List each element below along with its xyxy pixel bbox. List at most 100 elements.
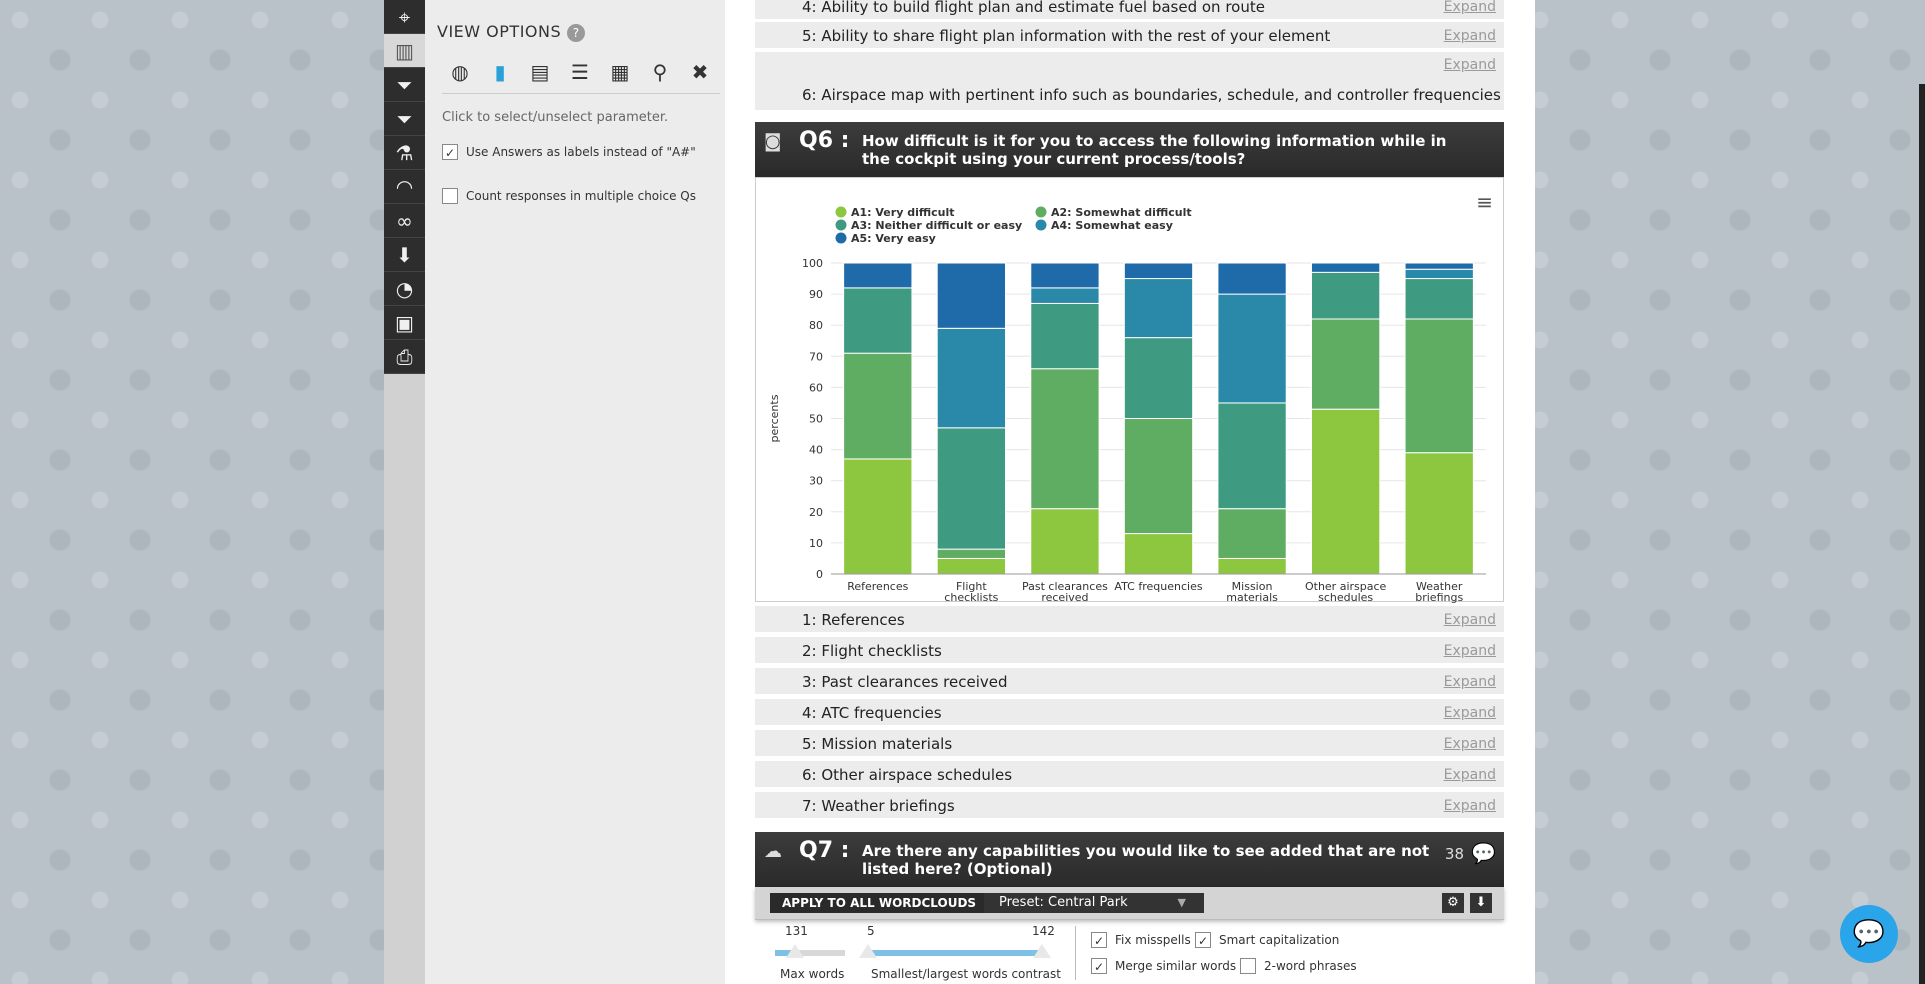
chart-icon[interactable]: ▥ xyxy=(384,34,425,68)
x-tick-label: References xyxy=(847,580,908,593)
speedometer-icon[interactable]: ◔ xyxy=(384,272,425,306)
bar-segment xyxy=(1030,287,1100,304)
chat-icon[interactable]: 💬 xyxy=(1840,905,1898,963)
bar-segment xyxy=(936,548,1007,559)
max-words-slider-handle[interactable] xyxy=(785,944,804,958)
expand-link[interactable]: Expand xyxy=(1443,643,1496,659)
use-answers-option[interactable]: ✓ Use Answers as labels instead of "A#" xyxy=(442,144,696,160)
bar-segment xyxy=(1123,278,1194,339)
bar-segment xyxy=(1030,508,1100,575)
gear-icon[interactable]: ⚙ xyxy=(1442,893,1464,913)
download-icon[interactable]: ⬇ xyxy=(384,238,425,272)
link-icon[interactable]: ∞ xyxy=(384,204,425,238)
x-tick-label: received xyxy=(1041,591,1088,603)
x-tick-label: briefings xyxy=(1415,591,1463,603)
use-answers-label: Use Answers as labels instead of "A#" xyxy=(466,145,696,159)
list-item[interactable]: 4: ATC frequencies Expand xyxy=(755,699,1504,727)
table-icon[interactable]: ▦ xyxy=(610,60,630,84)
contrast-max-value: 142 xyxy=(1032,924,1055,938)
contrast-slider-max-handle[interactable] xyxy=(1033,944,1051,958)
expand-link[interactable]: Expand xyxy=(1443,798,1496,814)
bar-segment xyxy=(936,427,1007,550)
chevron-down-icon: ▼ xyxy=(1177,896,1186,909)
crosshair-icon[interactable]: ⌖ xyxy=(384,0,425,34)
chart-canvas: 0 10 20 30 40 50 60 70 80 90 100 percents A1: Very d… xyxy=(768,206,1486,603)
hamburger-menu-icon[interactable]: ≡ xyxy=(1476,190,1493,214)
y-tick-label: 40 xyxy=(809,444,823,457)
fix-misspells-option[interactable]: ✓ Fix misspells xyxy=(1091,932,1191,948)
merge-similar-option[interactable]: ✓ Merge similar words xyxy=(1091,958,1236,974)
fix-misspells-checkbox[interactable]: ✓ xyxy=(1091,932,1107,948)
help-icon[interactable]: ? xyxy=(567,23,586,42)
filter-comment-icon[interactable]: ⏷ xyxy=(384,102,425,136)
expand-link[interactable]: Expand xyxy=(1443,28,1496,44)
list-item[interactable]: 3: Past clearances received Expand xyxy=(755,668,1504,696)
print-icon[interactable]: ⎙ xyxy=(384,340,425,374)
smart-cap-option[interactable]: ✓ Smart capitalization xyxy=(1195,932,1339,948)
list-item[interactable]: 7: Weather briefings Expand xyxy=(755,792,1504,820)
bar-segment xyxy=(1404,278,1474,320)
contrast-min-value: 5 xyxy=(867,924,875,938)
legend-label: A4: Somewhat easy xyxy=(1051,219,1173,232)
x-tick-label: ATC frequencies xyxy=(1114,580,1202,593)
list-item[interactable]: 5: Mission materials Expand xyxy=(755,730,1504,758)
use-answers-checkbox[interactable]: ✓ xyxy=(442,144,458,160)
count-multiple-option[interactable]: Count responses in multiple choice Qs xyxy=(442,188,696,204)
list-item[interactable]: 4: Ability to build flight plan and esti… xyxy=(755,0,1504,21)
max-words-slider[interactable] xyxy=(775,950,845,956)
bar-chart-icon[interactable]: ▮ xyxy=(494,60,506,84)
two-word-option[interactable]: 2-word phrases xyxy=(1240,958,1357,974)
scrollbar[interactable] xyxy=(1919,84,1925,984)
speech-bubble-icon[interactable]: 💬 xyxy=(1471,841,1496,865)
bar-segment xyxy=(843,287,913,354)
expand-link[interactable]: Expand xyxy=(1443,0,1496,15)
apply-all-button[interactable]: APPLY TO ALL WORDCLOUDS xyxy=(770,893,989,913)
q6-header: ◙ Q6 : How difficult is it for you to ac… xyxy=(755,122,1504,177)
bar-segment xyxy=(1123,533,1194,575)
merge-similar-label: Merge similar words xyxy=(1115,959,1237,973)
two-word-checkbox[interactable] xyxy=(1240,958,1256,974)
horizontal-bar-icon[interactable]: ☰ xyxy=(571,60,589,84)
donut-chart-icon[interactable]: ◍ xyxy=(451,60,469,84)
microscope-icon[interactable]: ⚗ xyxy=(384,136,425,170)
expand-link[interactable]: Expand xyxy=(1443,705,1496,721)
y-tick-label: 80 xyxy=(809,319,823,332)
contrast-slider-min-handle[interactable] xyxy=(859,944,877,958)
y-tick-label: 60 xyxy=(809,381,823,394)
expand-link[interactable]: Expand xyxy=(1443,767,1496,783)
row-label: 3: Past clearances received xyxy=(802,673,1008,691)
bar-segment xyxy=(1123,418,1194,535)
list-item[interactable]: 6: Other airspace schedules Expand xyxy=(755,761,1504,789)
download-icon[interactable]: ⬇ xyxy=(1470,893,1492,913)
expand-link[interactable]: Expand xyxy=(1443,736,1496,752)
bar-segment xyxy=(1217,508,1287,559)
comment-icon[interactable]: ☁ xyxy=(764,841,782,862)
screenshot-icon[interactable]: ▣ xyxy=(384,306,425,340)
map-pin-icon[interactable]: ⚲ xyxy=(652,60,668,84)
preset-dropdown[interactable]: Preset: Central Park ▼ xyxy=(984,893,1204,913)
camera-icon[interactable]: ◙ xyxy=(764,131,782,152)
y-tick-label: 0 xyxy=(816,568,823,581)
contrast-slider-fill xyxy=(867,950,1042,956)
bar-segment xyxy=(1123,262,1194,280)
list-item[interactable]: 1: References Expand xyxy=(755,606,1504,634)
max-words-slider-fill xyxy=(775,950,795,956)
bar-segment xyxy=(1404,318,1474,454)
gauge-icon[interactable]: ◠ xyxy=(384,170,425,204)
count-multiple-checkbox[interactable] xyxy=(442,188,458,204)
expand-link[interactable]: Expand xyxy=(1443,57,1496,73)
stacked-bar-icon[interactable]: ▤ xyxy=(530,60,550,84)
question-number: Q6 : xyxy=(799,128,850,153)
row-label: 2: Flight checklists xyxy=(802,642,942,660)
list-item[interactable]: 5: Ability to share flight plan informat… xyxy=(755,22,1504,50)
expand-link[interactable]: Expand xyxy=(1443,674,1496,690)
list-item[interactable]: 6: Airspace map with pertinent info such… xyxy=(755,52,1504,112)
list-item[interactable]: 2: Flight checklists Expand xyxy=(755,637,1504,665)
filter-location-icon[interactable]: ⏷ xyxy=(384,68,425,102)
close-icon[interactable]: ✖ xyxy=(691,60,709,84)
expand-link[interactable]: Expand xyxy=(1443,612,1496,628)
legend-label: A1: Very difficult xyxy=(851,206,955,219)
merge-similar-checkbox[interactable]: ✓ xyxy=(1091,958,1107,974)
y-tick-label: 50 xyxy=(809,413,823,426)
smart-cap-checkbox[interactable]: ✓ xyxy=(1195,932,1211,948)
